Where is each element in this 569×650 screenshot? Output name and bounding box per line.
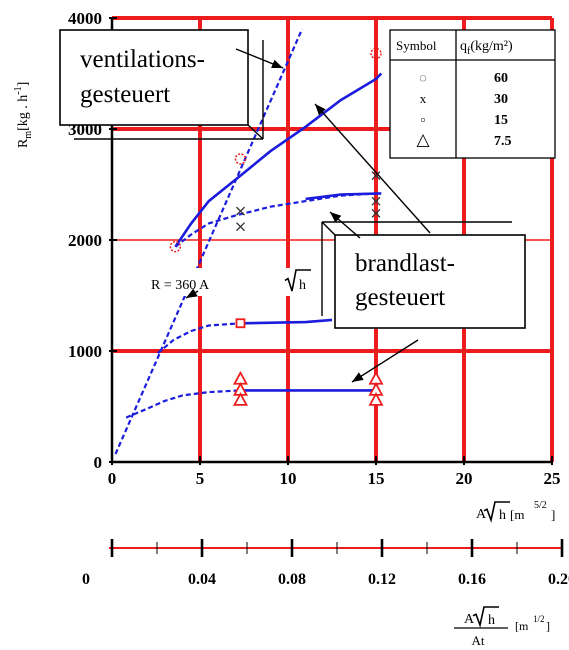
legend-value-0: 60 (494, 71, 508, 86)
x-tick-label: 0 (108, 469, 117, 488)
marker-x-1-1 (236, 222, 245, 232)
legend-value-3: 7.5 (494, 134, 512, 149)
marker-triangle-5-5 (368, 391, 384, 406)
line-label-text: R = 360 A (151, 278, 210, 293)
x-label-unit: [m (510, 507, 524, 522)
legend-box (389, 29, 556, 159)
secondary-label-unit: [m (515, 619, 529, 633)
secondary-tick-label: 0.20 (548, 571, 569, 588)
marker-circle-0-2 (370, 47, 382, 60)
marker-x-1-0 (236, 206, 245, 216)
annotation-fuel-arrow-3-head (352, 372, 364, 382)
x-tick-label: 5 (196, 469, 205, 488)
line-label-bg (139, 268, 323, 296)
x-label-exp: 5/2 (534, 500, 547, 511)
series-line-4 (240, 318, 333, 325)
secondary-tick-label: 0.08 (278, 571, 306, 588)
legend-symbol-triangle-icon: △ (416, 130, 430, 149)
y-label-main: R (16, 138, 31, 148)
y-label-exp: -1 (13, 86, 24, 94)
annotation-ventilation-line1: ventilations- (80, 46, 205, 73)
marker-square-3-0 (235, 318, 246, 329)
legend-header-q-unit: (kg/m²) (470, 39, 513, 54)
secondary-tick-label: 0.12 (368, 571, 396, 588)
annotation-ventilation-shadow (247, 124, 264, 140)
secondary-tick-label: 0.04 (188, 571, 216, 588)
line-label-arrow-head (186, 288, 198, 298)
chart-series (114, 28, 383, 455)
y-axis-label: Rm[kg . h-1] (13, 82, 34, 148)
x-tick-label: 20 (456, 469, 473, 488)
legend-symbol-x-icon: x (420, 91, 427, 106)
chart-markers (169, 47, 384, 406)
x-tick-label: 25 (544, 469, 561, 488)
y-tick-label: 1000 (68, 342, 102, 361)
marker-x-1-2 (371, 171, 381, 181)
annotation-fuel-line1: brandlast- (355, 250, 455, 277)
y-tick-label: 4000 (68, 9, 102, 28)
marker-x-1-3 (371, 196, 381, 206)
secondary-label-close: ] (546, 619, 550, 633)
y-axis-label-text: Rm[kg . h-1] (13, 82, 34, 148)
legend-value-2: 15 (494, 113, 508, 128)
series-line-3 (157, 322, 241, 355)
x-label-prefix: A (476, 507, 487, 522)
annotation-ventilation: ventilations-gesteuert (59, 29, 249, 126)
legend-header-q-sub: f (467, 46, 471, 57)
legend-header-q-main: q (460, 39, 467, 54)
annotation-fuel-box (334, 234, 526, 329)
legend-symbol-square-icon: ▫ (421, 112, 426, 127)
annotation-fuel-arrow-1-head (315, 104, 326, 116)
y-tick-label: 0 (94, 453, 103, 472)
series-line-5 (125, 389, 241, 419)
annotation-fuel-arrow-3 (351, 339, 419, 383)
annotation-fuel-line2: gesteuert (355, 284, 445, 311)
annotation-ventilation-box (59, 29, 249, 126)
marker-triangle-5-2 (232, 391, 248, 406)
y-tick-label: 2000 (68, 231, 102, 250)
chart-legend: Symbol qf(kg/m²) ◌ 60 x 30 ▫ 15 △ 7.5 (389, 29, 556, 159)
annotation-fuel-arrow-2-head (330, 212, 342, 223)
legend-header-symbol: Symbol (396, 38, 437, 53)
series-line-2 (305, 192, 382, 201)
x-tick-label: 10 (280, 469, 297, 488)
marker-x-1-4 (371, 208, 381, 218)
line-label-root: h (299, 278, 306, 293)
secondary-tick-label: 0 (82, 571, 90, 588)
legend-value-1: 30 (494, 92, 508, 107)
line-label: R = 360 A h (139, 268, 323, 296)
secondary-label-num-root: h (488, 613, 495, 628)
annotation-fuel: brandlast-gesteuert (334, 234, 526, 329)
x-tick-label: 15 (368, 469, 385, 488)
legend-symbol-circle-icon: ◌ (419, 70, 427, 85)
secondary-label-exp: 1/2 (533, 614, 545, 624)
secondary-label-num-prefix: A (464, 612, 475, 627)
y-label-close: ] (16, 82, 31, 87)
annotation-ventilation-arrow-head (271, 59, 283, 69)
annotation-fuel-arrow-1 (314, 103, 431, 234)
x-label-root: h (499, 508, 506, 523)
y-label-unit: [kg . h (16, 95, 31, 131)
marker-circle-0-1 (234, 153, 247, 165)
secondary-label-root-icon (472, 606, 499, 628)
legend-header-q: qf(kg/m²) (460, 39, 513, 57)
secondary-tick-label: 0.16 (458, 571, 486, 588)
y-label-sub: m (23, 131, 34, 139)
annotation-ventilation-line2: gesteuert (80, 81, 170, 108)
secondary-label-den: At (472, 633, 485, 648)
line-label-root-icon (284, 269, 311, 292)
x-label-root-icon (483, 501, 510, 523)
series-line-7 (114, 28, 304, 455)
marker-circle-0-0 (169, 240, 182, 253)
x-label-close: ] (551, 507, 555, 522)
annotation-fuel-shadow (321, 221, 336, 236)
series-line-0 (174, 72, 383, 248)
